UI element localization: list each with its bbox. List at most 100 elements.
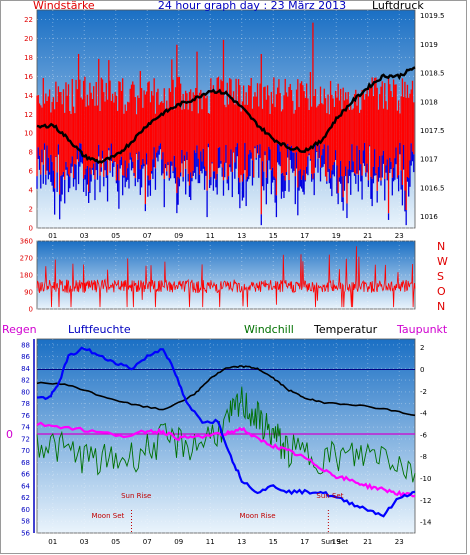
- wind-series: [36, 22, 415, 226]
- rain-label: Regen: [2, 323, 37, 336]
- wind-x-tick-label: 07: [143, 232, 152, 240]
- temperature-line: [36, 365, 416, 417]
- wind-x-tick-label: 01: [48, 232, 57, 240]
- wind-panel-grid: [37, 10, 415, 229]
- humidity-y-tick-label: 70: [21, 447, 30, 455]
- humidity-y-tick-label: 74: [21, 424, 30, 432]
- compass-label: W: [437, 255, 448, 268]
- humidity-y-tick-label: 56: [21, 530, 30, 538]
- wind-x-tick-label: 19: [332, 232, 341, 240]
- wind-x-tick-label: 23: [395, 232, 404, 240]
- wind-y-tick-label: 10: [24, 130, 33, 138]
- dewpoint-line: [36, 421, 416, 498]
- direction-y-tick-label: 360: [20, 238, 33, 246]
- humidity-y-tick-label: 88: [21, 341, 30, 349]
- humidity-line: [36, 346, 416, 518]
- dewpoint-label: Taupunkt: [396, 323, 448, 336]
- humidity-y-tick-label: 82: [21, 377, 30, 385]
- temp-x-ticks: 01 03 05 07 09 11 13 15 17 19 21 23: [48, 538, 403, 546]
- sun-moon-label: Sun Set: [316, 492, 343, 500]
- pressure-y-tick-label: 1019.5: [420, 12, 445, 20]
- wind-y-tick-label: 4: [29, 187, 34, 195]
- pressure-y-tick-label: 1019: [420, 41, 438, 49]
- wind-x-tick-label: 17: [300, 232, 309, 240]
- sun-moon-annotations: Sun Rise Sun Set Moon Set Moon Rise Sun Set: [91, 492, 348, 546]
- temperature-label: Temperatur: [313, 323, 378, 336]
- temperature-y-tick-label: -2: [420, 388, 427, 396]
- humidity-y-tick-label: 60: [21, 506, 30, 514]
- wind-x-tick-label: 13: [237, 232, 246, 240]
- wind-y-tick-label: 14: [24, 92, 33, 100]
- humidity-y-tick-label: 72: [21, 435, 30, 443]
- direction-y-tick-label: 180: [20, 272, 33, 280]
- wind-x-tick-label: 09: [174, 232, 183, 240]
- humidity-y-tick-label: 68: [21, 459, 30, 467]
- pressure-y-tick-label: 1018: [420, 98, 438, 106]
- pressure-y-tick-label: 1017.5: [420, 127, 445, 135]
- direction-y-tick-label: 90: [24, 289, 33, 297]
- pressure-y-tick-label: 1016.5: [420, 184, 445, 192]
- temp-x-tick-label: 21: [363, 538, 372, 546]
- pressure-y-tick-label: 1018.5: [420, 70, 445, 78]
- temp-x-tick-label: 11: [206, 538, 215, 546]
- wind-y-tick-label: 12: [24, 111, 33, 119]
- wind-y-tick-label: 20: [24, 35, 33, 43]
- wind-y-ticks: 0 2 4 6 8 10 12 14 16 18 20 22: [24, 16, 33, 233]
- wind-y-tick-label: 18: [24, 54, 33, 62]
- sun-moon-label: Moon Set: [91, 512, 124, 520]
- temp-x-tick-label: 17: [300, 538, 309, 546]
- temperature-y-ticks: 2 0 -2 -4 -6 -8 -10 -12 -14: [420, 344, 432, 526]
- pressure-label: Luftdruck: [372, 0, 424, 12]
- humidity-y-tick-label: 62: [21, 494, 30, 502]
- humidity-y-tick-label: 58: [21, 518, 30, 526]
- compass-label: N: [437, 240, 445, 253]
- sun-moon-label: Sun Rise: [121, 492, 151, 500]
- direction-grid: [37, 240, 415, 310]
- temp-x-tick-label: 09: [174, 538, 183, 546]
- compass-label: S: [437, 270, 444, 283]
- temp-x-tick-label: 07: [143, 538, 152, 546]
- wind-x-tick-label: 03: [80, 232, 89, 240]
- temperature-y-tick-label: -10: [420, 475, 431, 483]
- wind-label: Windstärke: [33, 0, 95, 12]
- humidity-y-tick-label: 64: [21, 482, 30, 490]
- wind-x-tick-label: 21: [363, 232, 372, 240]
- pressure-y-ticks: 1016 1016.5 1017 1017.5 1018 1018.5 1019 1019.5: [420, 12, 445, 221]
- direction-y-ticks: 0 90 180 270 360: [20, 238, 33, 314]
- sun-moon-label: Moon Rise: [239, 512, 275, 520]
- direction-line: [36, 246, 416, 308]
- windchill-label: Windchill: [244, 323, 294, 336]
- temperature-y-tick-label: 0: [420, 366, 424, 374]
- sun-set-axis-label: Sun Set: [321, 538, 348, 546]
- humidity-y-tick-label: 66: [21, 471, 30, 479]
- temp-x-tick-label: 03: [80, 538, 89, 546]
- temperature-y-tick-label: -6: [420, 431, 428, 439]
- wind-x-tick-label: 05: [111, 232, 120, 240]
- temp-x-tick-label: 13: [237, 538, 246, 546]
- humidity-y-tick-label: 80: [21, 388, 30, 396]
- temp-x-tick-label: 05: [111, 538, 120, 546]
- humidity-y-ticks: 56 58 60 62 64 66 68 70 72 74 76 78 80 82 84 86 88: [21, 341, 30, 537]
- temp-x-tick-label: 15: [269, 538, 278, 546]
- pressure-y-tick-label: 1017: [420, 156, 438, 164]
- humidity-y-tick-label: 76: [21, 412, 30, 420]
- direction-y-tick-label: 0: [29, 306, 33, 314]
- temp-x-tick-label: 19: [332, 538, 341, 546]
- rain-zero-tick: 0: [6, 428, 13, 441]
- temperature-y-tick-label: -8: [420, 453, 427, 461]
- temperature-y-tick-label: -12: [420, 497, 431, 505]
- wind-y-tick-label: 16: [24, 73, 33, 81]
- wind-panel-title: 24 hour graph day : 23 März 2013: [158, 0, 346, 12]
- humidity-y-tick-label: 84: [21, 365, 30, 373]
- pressure-y-tick-label: 1016: [420, 213, 438, 221]
- pressure-line: [36, 66, 416, 165]
- temp-x-tick-label: 23: [395, 538, 404, 546]
- wind-y-tick-label: 6: [29, 168, 34, 176]
- temp-panel-bg: [36, 338, 416, 534]
- direction-y-tick-label: 270: [20, 255, 33, 263]
- wind-x-tick-label: 11: [206, 232, 215, 240]
- wind-y-tick-label: 22: [24, 16, 33, 24]
- humidity-y-tick-label: 86: [21, 353, 30, 361]
